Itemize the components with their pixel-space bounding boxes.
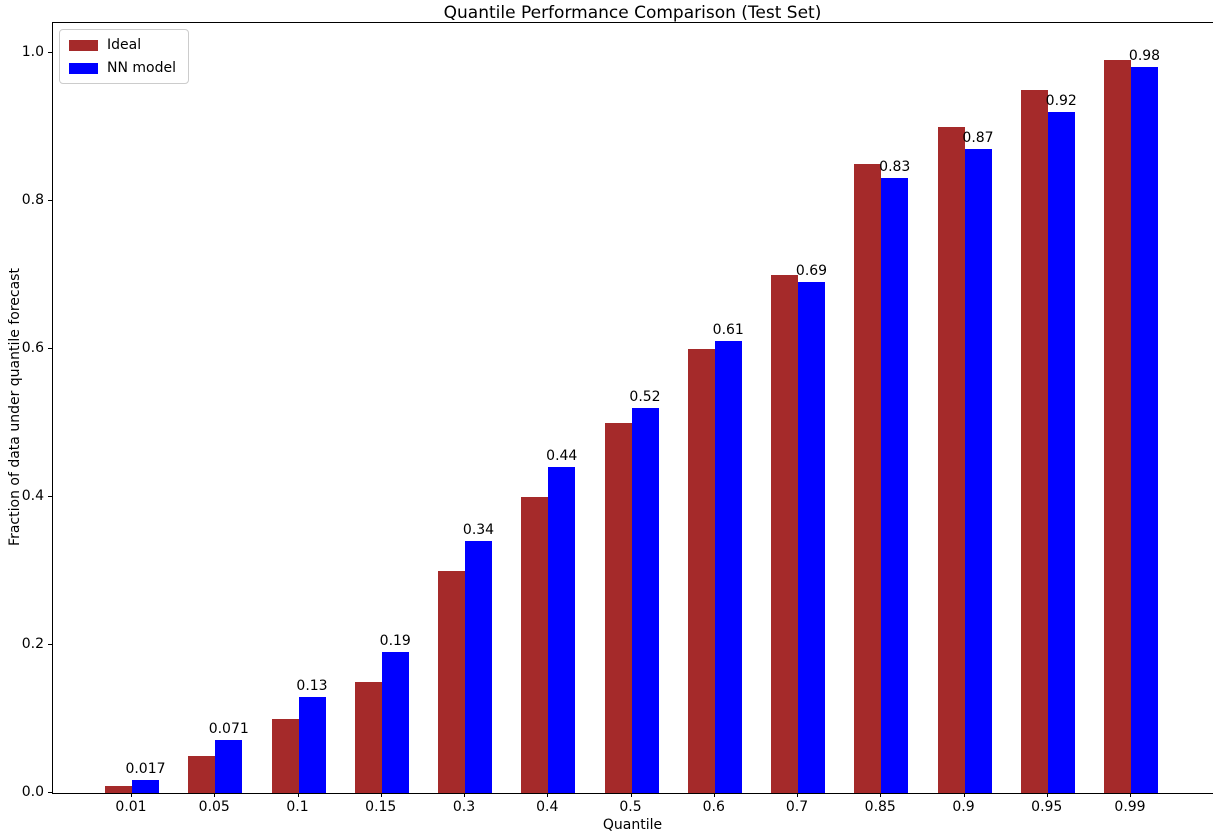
bar-ideal (438, 571, 465, 793)
x-tick-label: 0.99 (1114, 799, 1146, 815)
bar-value-label: 0.69 (795, 263, 828, 279)
x-tick-label: 0.01 (115, 799, 147, 815)
x-tick-label: 0.5 (619, 799, 642, 815)
bar-nn-model (381, 652, 409, 793)
bar-value-label: 0.34 (462, 522, 495, 538)
y-tick-label: 0.0 (21, 784, 44, 800)
bar-ideal (105, 786, 132, 793)
y-tick-mark (48, 792, 52, 793)
bar-ideal (1020, 90, 1048, 793)
bar-value-label: 0.017 (125, 761, 166, 777)
legend-item-ideal: Ideal (69, 37, 176, 53)
bar-ideal (188, 756, 216, 793)
x-tick-label: 0.3 (452, 799, 476, 815)
x-tick-mark (880, 793, 882, 797)
x-tick-label: 0.15 (365, 799, 397, 815)
legend-swatch-ideal (69, 39, 98, 51)
bar-nn-model (714, 341, 742, 793)
x-tick-mark (214, 793, 216, 797)
bar-nn-model (548, 467, 576, 793)
bar-nn-model (631, 408, 659, 793)
x-tick-label: 0.85 (864, 799, 896, 815)
legend-item-nn-model: NN model (69, 60, 176, 76)
y-tick-label: 0.4 (21, 487, 44, 504)
y-tick-mark (48, 199, 52, 201)
y-tick-mark (48, 347, 52, 349)
x-tick-mark (464, 793, 465, 797)
y-tick-label: 0.8 (21, 191, 44, 208)
legend-label-nn-model: NN model (107, 60, 176, 76)
bar-value-label: 0.52 (629, 389, 661, 405)
x-tick-label: 0.4 (536, 799, 559, 815)
x-tick-mark (1046, 793, 1048, 797)
bar-nn-model (964, 149, 992, 793)
bar-ideal (1104, 60, 1131, 793)
x-tick-label: 0.95 (1031, 799, 1063, 815)
y-axis-label: Fraction of data under quantile forecast (7, 268, 23, 546)
y-tick-mark (48, 643, 52, 645)
x-tick-mark (630, 793, 632, 797)
bar-ideal (937, 127, 965, 793)
bar-nn-model (215, 740, 243, 793)
y-tick-label: 0.2 (21, 635, 44, 652)
bar-nn-model (298, 697, 326, 793)
bar-value-label: 0.61 (712, 322, 744, 338)
legend-swatch-nn-model (69, 62, 98, 74)
bar-nn-model (798, 282, 825, 793)
bar-nn-model (132, 780, 159, 793)
bar-nn-model (1047, 112, 1075, 793)
bar-value-label: 0.98 (1128, 48, 1161, 64)
bar-ideal (521, 497, 549, 793)
x-tick-mark (380, 793, 382, 797)
plot-area: 0.017 0.071 0.13 0.19 0.34 0.44 0.52 0.61 0.69 0.… (52, 22, 1213, 794)
x-tick-mark (131, 793, 132, 797)
bar-nn-model (1131, 67, 1158, 793)
x-tick-label: 0.7 (785, 799, 809, 815)
x-tick-label: 0.1 (286, 799, 309, 815)
y-tick-mark (48, 51, 52, 53)
bar-ideal (687, 349, 715, 793)
legend: Ideal NN model (59, 29, 189, 84)
bar-value-label: 0.071 (208, 721, 249, 737)
x-tick-label: 0.6 (702, 799, 725, 815)
y-tick-label: 1.0 (21, 43, 44, 60)
x-tick-mark (963, 793, 965, 797)
bar-value-label: 0.13 (296, 678, 328, 694)
x-tick-label: 0.05 (198, 799, 230, 815)
bar-ideal (604, 423, 632, 793)
bar-ideal (771, 275, 798, 793)
bar-value-label: 0.92 (1045, 93, 1077, 109)
x-tick-mark (547, 793, 549, 797)
bar-ideal (271, 719, 299, 793)
x-tick-mark (797, 793, 798, 797)
chart-title: Quantile Performance Comparison (Test Se… (443, 3, 822, 23)
bar-value-label: 0.19 (379, 633, 411, 649)
x-tick-mark (1130, 793, 1131, 797)
x-tick-mark (713, 793, 715, 797)
x-axis-label: Quantile (602, 817, 663, 833)
bar-nn-model (465, 541, 492, 793)
bar-nn-model (881, 178, 909, 793)
bar-ideal (354, 682, 382, 793)
bar-value-label: 0.87 (962, 130, 994, 146)
bar-ideal (854, 164, 882, 793)
x-tick-mark (297, 793, 299, 797)
y-tick-mark (48, 495, 52, 497)
legend-label-ideal: Ideal (107, 37, 142, 53)
x-tick-label: 0.9 (952, 799, 975, 815)
bar-value-label: 0.83 (879, 159, 911, 175)
bar-value-label: 0.44 (546, 448, 578, 464)
y-tick-label: 0.6 (21, 339, 44, 356)
